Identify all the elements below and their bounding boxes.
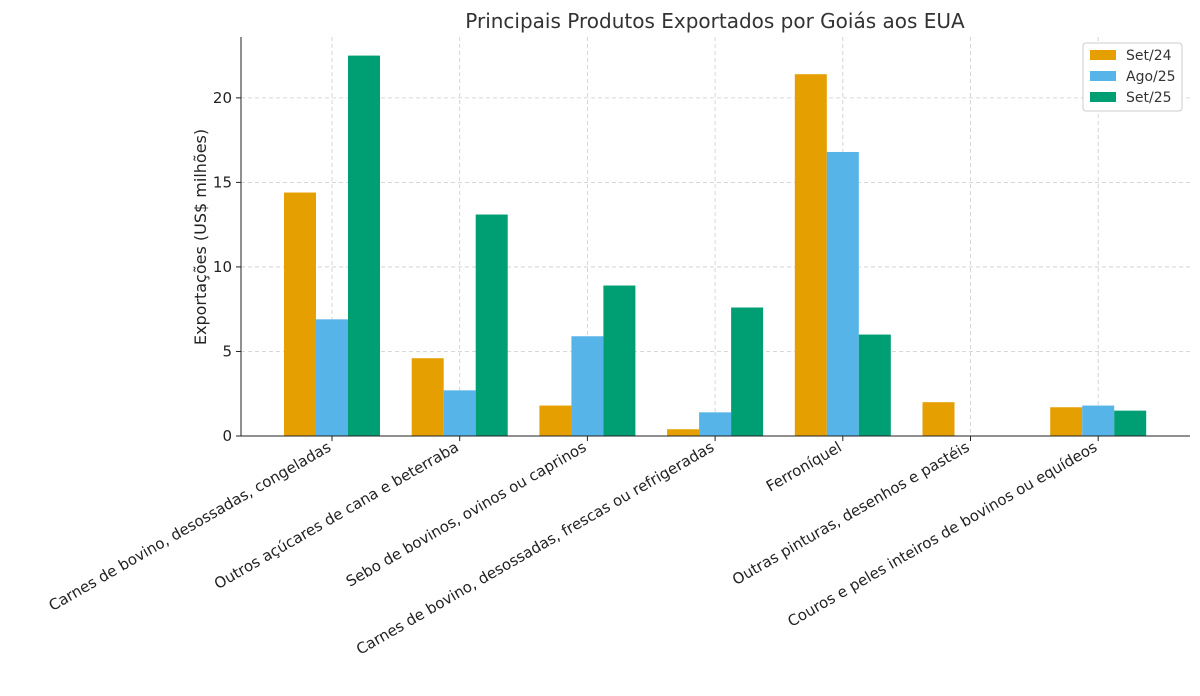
y-axis-label: Exportações (US$ milhões) <box>191 129 210 345</box>
bar-set-24 <box>794 74 827 436</box>
x-tick-label: Outros açúcares de cana e beterraba <box>211 438 462 593</box>
legend-swatch <box>1090 50 1116 60</box>
y-tick-label: 20 <box>213 89 232 107</box>
x-tick-label: Outras pinturas, desenhos e pastéis <box>729 438 973 589</box>
x-tick-label: Ferroníquel <box>763 438 845 496</box>
y-tick-label: 15 <box>213 173 232 191</box>
bar-set-24 <box>539 405 572 436</box>
bar-ago-25 <box>1082 405 1115 436</box>
y-tick-label: 10 <box>213 258 232 276</box>
bar-ago-25 <box>571 336 604 436</box>
bar-ago-25 <box>316 319 348 436</box>
bar-set-25 <box>475 214 508 436</box>
bar-set-24 <box>667 429 700 436</box>
bar-set-25 <box>1114 410 1147 436</box>
bar-set-24 <box>411 358 444 436</box>
legend: Set/24 Ago/25 Set/25 <box>1082 42 1183 112</box>
legend-swatch <box>1090 71 1116 81</box>
bar-set-25 <box>858 334 891 436</box>
bar-set-24 <box>1050 407 1083 436</box>
bar-set-25 <box>603 285 636 436</box>
bar-ago-25 <box>699 412 732 436</box>
bar-ago-25 <box>443 390 476 436</box>
bar-set-25 <box>348 55 380 436</box>
legend-label: Set/24 <box>1126 48 1172 64</box>
x-tick-label: Carnes de bovino, desossadas, congeladas <box>46 438 335 615</box>
y-tick-label: 5 <box>222 342 232 360</box>
bar-set-24 <box>922 402 955 436</box>
legend-label: Set/25 <box>1126 90 1172 106</box>
legend-swatch <box>1090 92 1116 102</box>
bar-set-24 <box>284 192 316 436</box>
chart-title: Principais Produtos Exportados por Goiás… <box>465 9 965 33</box>
bar-ago-25 <box>826 151 859 436</box>
bar-set-25 <box>731 307 764 436</box>
legend-label: Ago/25 <box>1126 69 1176 85</box>
y-tick-label: 0 <box>222 427 232 445</box>
x-tick-label: Sebo de bovinos, ovinos ou caprinos <box>343 438 590 591</box>
